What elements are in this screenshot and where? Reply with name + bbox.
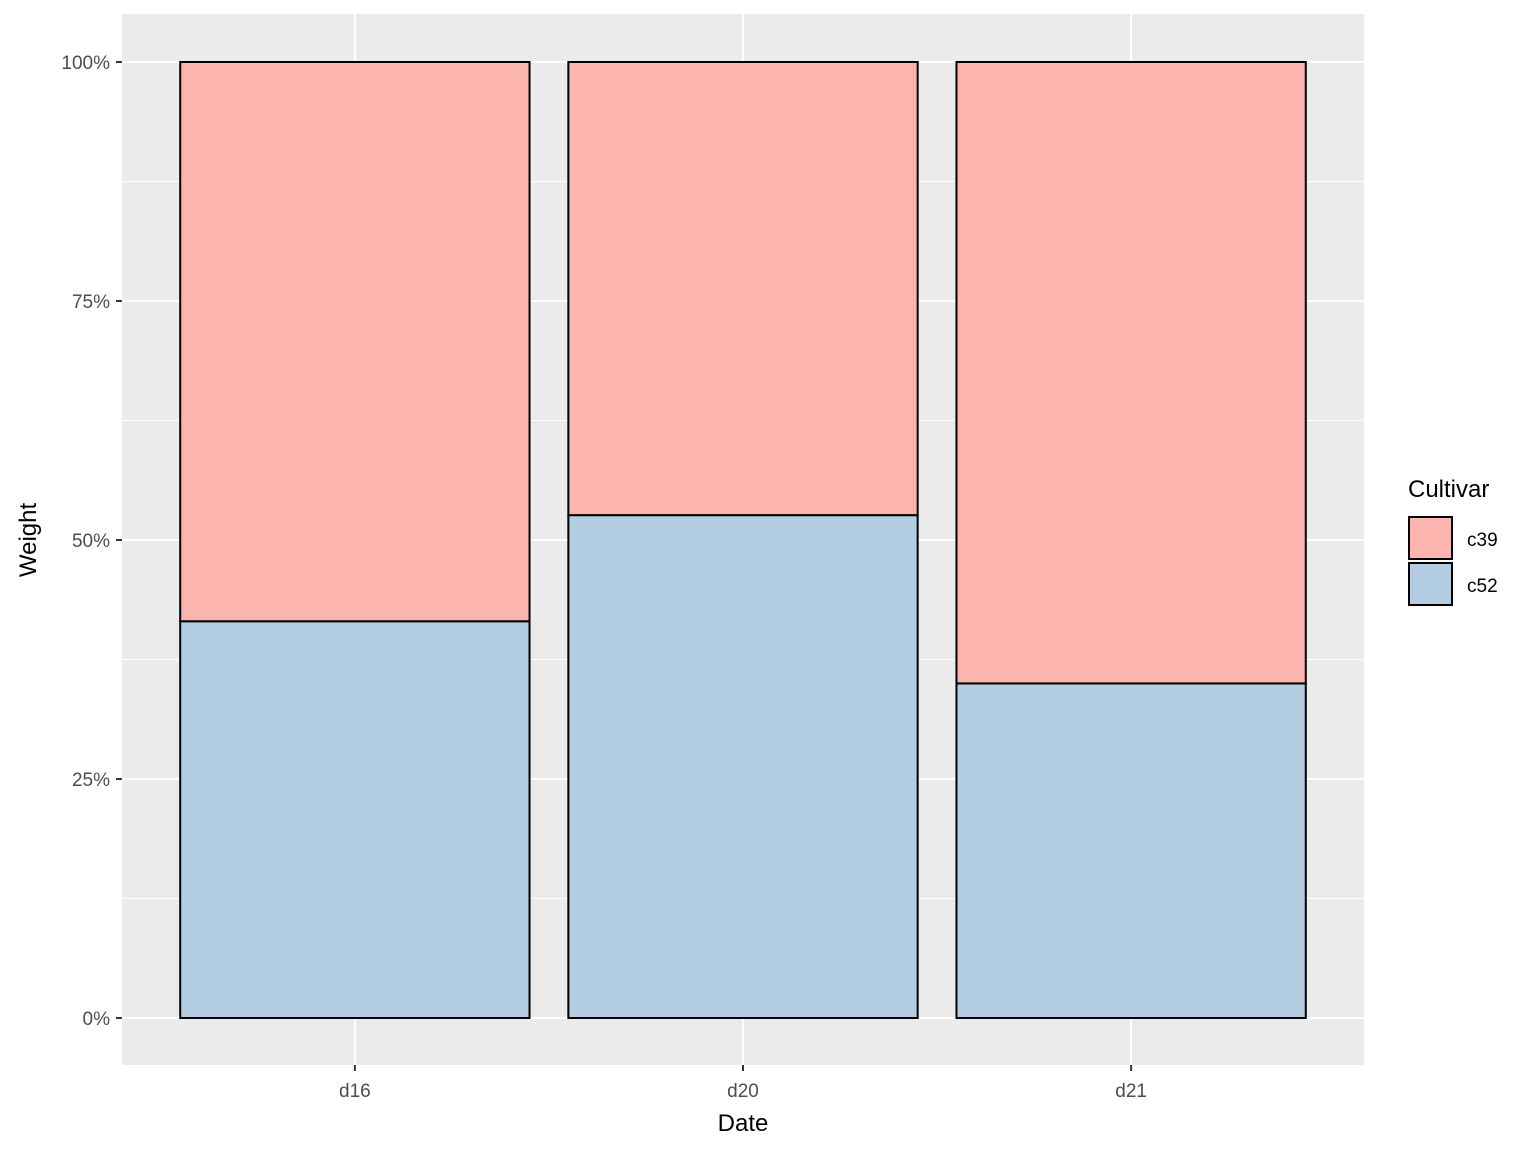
bar-c52-d21 — [955, 682, 1307, 1020]
bar-c39-d20 — [567, 61, 919, 517]
legend: Cultivar c39 c52 — [1408, 476, 1498, 606]
y-tick-label: 100% — [61, 53, 110, 74]
y-tick-label: 25% — [72, 770, 110, 791]
bar-c52-d16 — [179, 620, 531, 1019]
legend-key-c52 — [1408, 562, 1453, 606]
y-axis-title: Weight — [15, 503, 42, 578]
legend-label-c39: c39 — [1467, 530, 1498, 551]
x-axis: d16 d20 d21 — [339, 1065, 1147, 1102]
y-tick-label: 75% — [72, 292, 110, 313]
y-axis: 0% 25% 50% 75% 100% — [61, 53, 122, 1030]
bars-group — [179, 61, 1307, 1020]
bar-c39-d21 — [955, 61, 1307, 685]
y-tick-label: 0% — [83, 1009, 111, 1030]
x-tick-label: d20 — [727, 1081, 759, 1102]
x-tick-label: d16 — [339, 1081, 371, 1102]
legend-title: Cultivar — [1408, 476, 1489, 503]
x-axis-title: Date — [718, 1110, 769, 1137]
bar-c52-d20 — [567, 514, 919, 1019]
y-tick-label: 50% — [72, 531, 110, 552]
x-tick-label: d21 — [1115, 1081, 1147, 1102]
legend-key-c39 — [1408, 516, 1453, 560]
bar-c39-d16 — [179, 61, 531, 623]
legend-label-c52: c52 — [1467, 576, 1498, 597]
legend-entries: c39 c52 — [1408, 516, 1498, 606]
